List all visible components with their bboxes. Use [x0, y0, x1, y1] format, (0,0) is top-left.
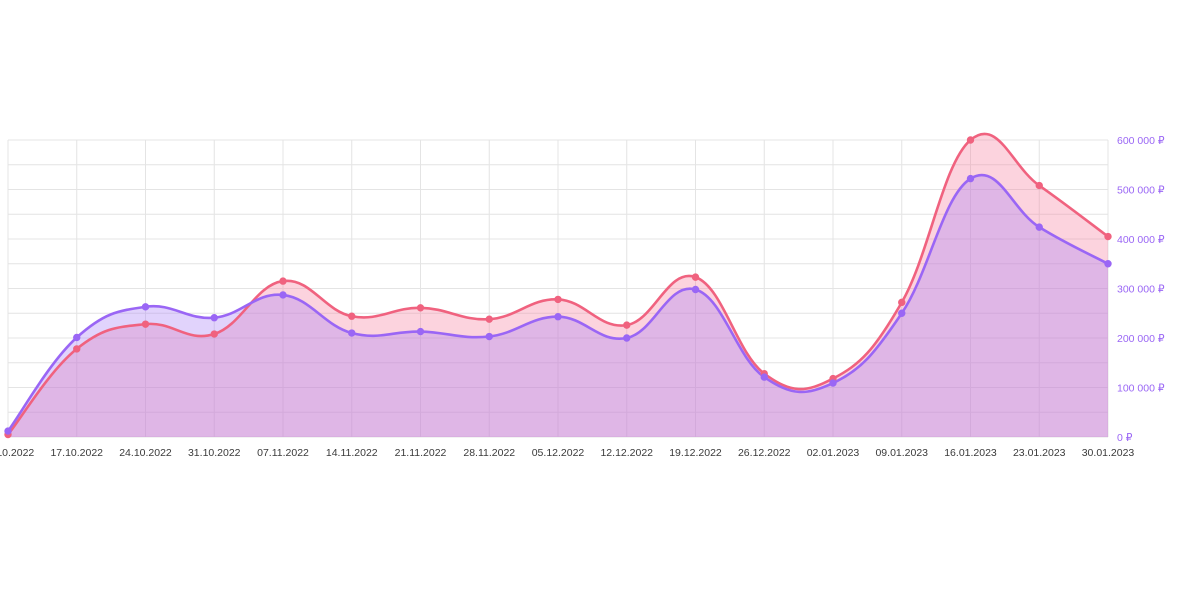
- series-2-point[interactable]: [554, 313, 562, 321]
- series-2-point[interactable]: [691, 285, 700, 294]
- series-1-point[interactable]: [348, 312, 356, 320]
- series-2-point[interactable]: [73, 333, 81, 342]
- x-tick-label: 26.12.2022: [738, 447, 791, 459]
- grid: [7, 139, 1109, 438]
- series-2-point[interactable]: [829, 379, 837, 387]
- series-2-point[interactable]: [348, 329, 356, 337]
- y-tick-label: 100 000 ₽: [1117, 383, 1165, 395]
- y-tick-label: 0 ₽: [1117, 432, 1133, 444]
- x-tick-label: 30.01.2023: [1082, 447, 1135, 459]
- series-1-point[interactable]: [898, 298, 906, 307]
- x-tick-label: 16.01.2023: [944, 447, 997, 459]
- x-tick-label: 19.12.2022: [669, 447, 722, 459]
- y-tick-label: 600 000 ₽: [1117, 135, 1165, 147]
- series-1-point[interactable]: [485, 315, 493, 323]
- series-1-point[interactable]: [279, 277, 287, 285]
- y-tick-label: 400 000 ₽: [1117, 234, 1165, 246]
- x-tick-label: 24.10.2022: [119, 447, 172, 459]
- series-1-point[interactable]: [691, 273, 700, 281]
- x-tick-label: 12.12.2022: [600, 447, 653, 459]
- y-tick-label: 300 000 ₽: [1117, 284, 1165, 296]
- series-2-point[interactable]: [898, 309, 906, 317]
- x-tick-label: 10.10.2022: [0, 447, 34, 459]
- series-2-line: [6, 173, 1110, 433]
- series-1-point[interactable]: [1104, 232, 1112, 241]
- series-2-area: [8, 174, 1108, 437]
- x-tick-label: 02.01.2023: [807, 447, 860, 459]
- series-2-point[interactable]: [485, 332, 493, 341]
- series-1-point[interactable]: [73, 345, 81, 353]
- series-1-point[interactable]: [1035, 181, 1043, 190]
- series-1-point[interactable]: [966, 136, 975, 144]
- series-1-point[interactable]: [141, 320, 150, 328]
- y-tick-label: 500 000 ₽: [1117, 185, 1165, 197]
- x-tick-label: 31.10.2022: [188, 447, 241, 459]
- series-2-point[interactable]: [416, 327, 425, 336]
- series-1-area: [8, 133, 1108, 437]
- x-axis-ticks: 10.10.2022 17.10.2022 24.10.2022 31.10.2022…: [0, 447, 1134, 459]
- series-2-point[interactable]: [623, 334, 631, 342]
- x-tick-label: 07.11.2022: [257, 447, 309, 459]
- series-2-point[interactable]: [141, 303, 150, 311]
- series-1-point[interactable]: [623, 321, 631, 329]
- x-tick-label: 14.11.2022: [326, 447, 378, 459]
- series-areas: [8, 133, 1108, 437]
- series-2-point[interactable]: [4, 427, 12, 435]
- y-tick-label: 200 000 ₽: [1117, 333, 1165, 345]
- x-tick-label: 21.11.2022: [395, 447, 447, 459]
- series-2-point[interactable]: [279, 291, 287, 299]
- x-tick-label: 23.01.2023: [1013, 447, 1066, 459]
- series-2-point[interactable]: [210, 314, 218, 322]
- series-1-line: [6, 132, 1110, 436]
- x-tick-label: 17.10.2022: [50, 447, 103, 459]
- x-tick-label: 09.01.2023: [875, 447, 928, 459]
- x-tick-label: 05.12.2022: [532, 447, 585, 459]
- series-2-point[interactable]: [1104, 260, 1112, 268]
- y-axis-ticks: 0 ₽ 100 000 ₽ 200 000 ₽ 300 000 ₽ 400 000 ₽ 5…: [1117, 135, 1165, 444]
- series-1-point[interactable]: [416, 304, 425, 312]
- series-1-point[interactable]: [210, 330, 218, 338]
- series-2-point[interactable]: [966, 174, 975, 183]
- series-2-point[interactable]: [760, 373, 768, 381]
- series-points: [4, 136, 1112, 439]
- series-1-point[interactable]: [554, 295, 562, 304]
- series-lines: [6, 132, 1110, 436]
- series-2-point[interactable]: [1035, 223, 1043, 231]
- x-tick-label: 28.11.2022: [463, 447, 515, 459]
